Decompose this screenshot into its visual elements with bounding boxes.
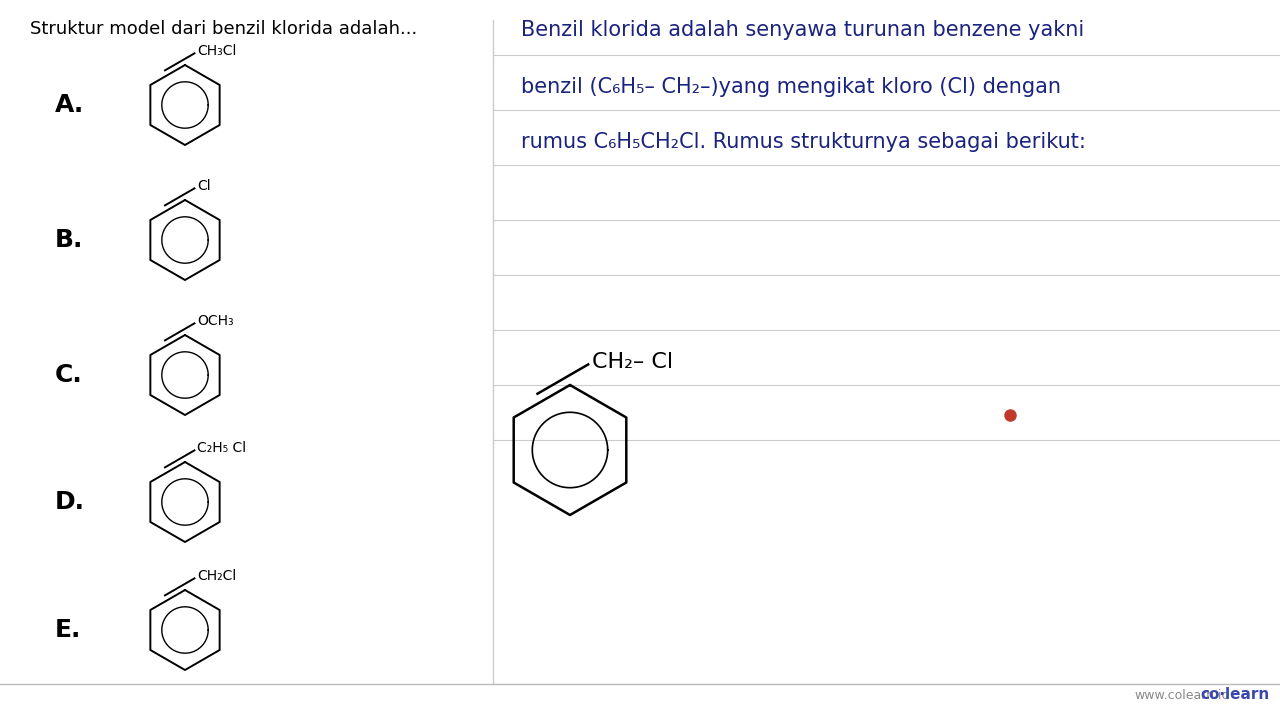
Text: Benzil klorida adalah senyawa turunan benzene yakni: Benzil klorida adalah senyawa turunan be… [521,20,1084,40]
Text: www.colearn.id: www.colearn.id [1134,689,1230,702]
Text: rumus C₆H₅CH₂Cl. Rumus strukturnya sebagai berikut:: rumus C₆H₅CH₂Cl. Rumus strukturnya sebag… [521,132,1085,152]
Text: Cl: Cl [197,179,211,194]
Text: C₂H₅ Cl: C₂H₅ Cl [197,441,247,455]
Text: C.: C. [55,363,83,387]
Text: CH₂– Cl: CH₂– Cl [593,353,673,372]
Text: D.: D. [55,490,84,514]
Text: benzil (C₆H₅– CH₂–)yang mengikat kloro (Cl) dengan: benzil (C₆H₅– CH₂–)yang mengikat kloro (… [521,77,1061,97]
Text: OCH₃: OCH₃ [197,315,234,328]
Text: A.: A. [55,93,84,117]
Text: co·learn: co·learn [1201,687,1270,702]
Text: Struktur model dari benzil klorida adalah...: Struktur model dari benzil klorida adala… [29,20,417,38]
Text: CH₂Cl: CH₂Cl [197,570,237,583]
Text: B.: B. [55,228,83,252]
Text: E.: E. [55,618,82,642]
Text: CH₃Cl: CH₃Cl [197,45,237,58]
